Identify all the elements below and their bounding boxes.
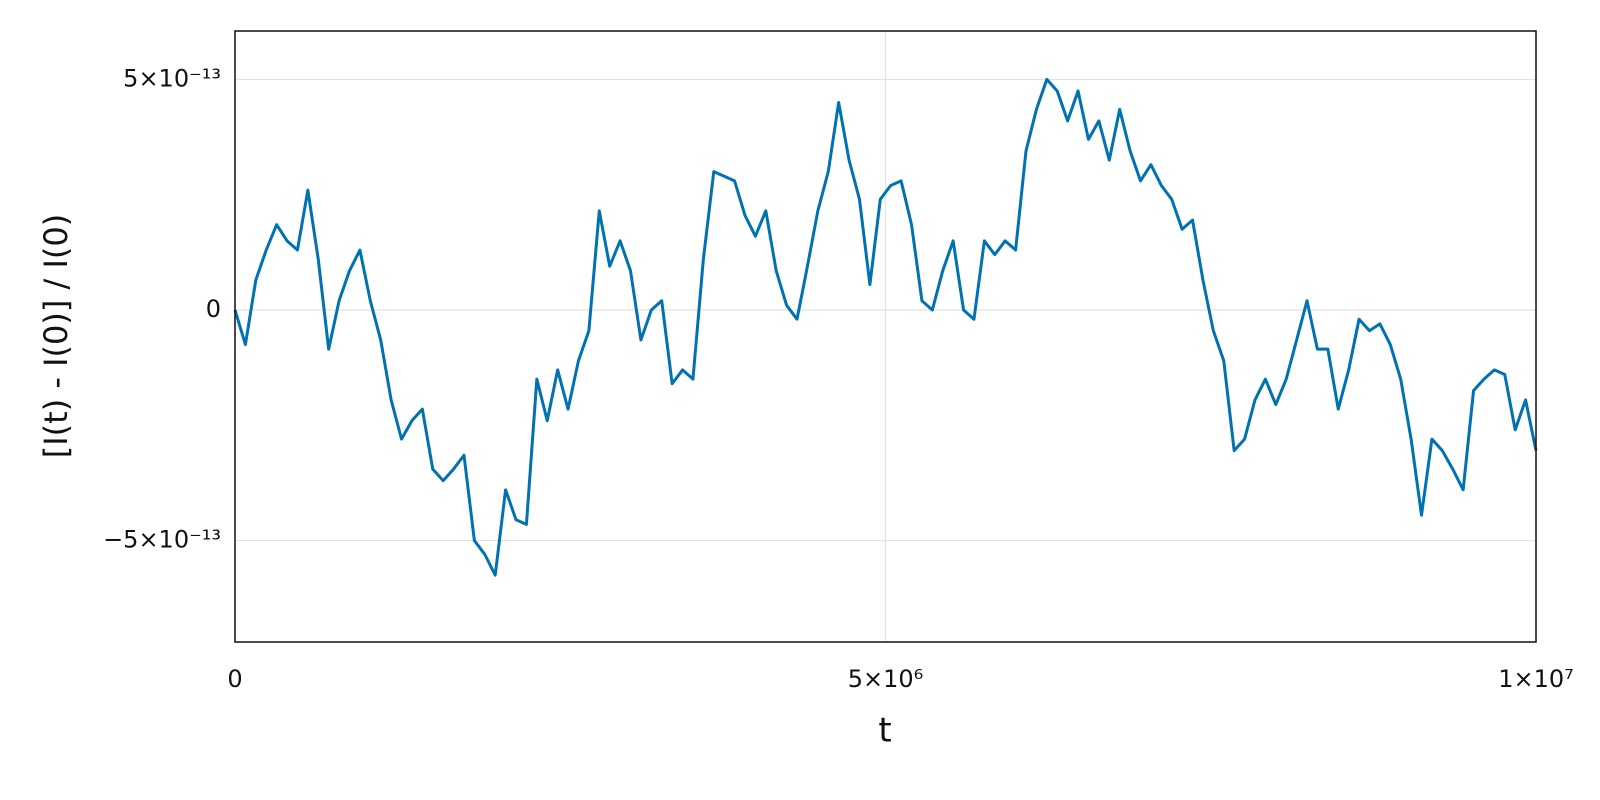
y-tick-label: −5×10⁻¹³: [103, 526, 221, 554]
x-tick-label: 0: [227, 665, 242, 693]
x-tick-label: 1×10⁷: [1498, 665, 1574, 693]
data-line: [233, 77, 1538, 577]
plot-frame: [234, 30, 1537, 643]
y-tick-label: 0: [206, 295, 221, 323]
x-axis-label: t: [878, 711, 891, 751]
y-axis-label: [I(t) - I(0)] / I(0): [37, 214, 75, 458]
y-tick-label: 5×10⁻¹³: [123, 64, 221, 92]
x-tick-label: 5×10⁶: [848, 665, 924, 693]
